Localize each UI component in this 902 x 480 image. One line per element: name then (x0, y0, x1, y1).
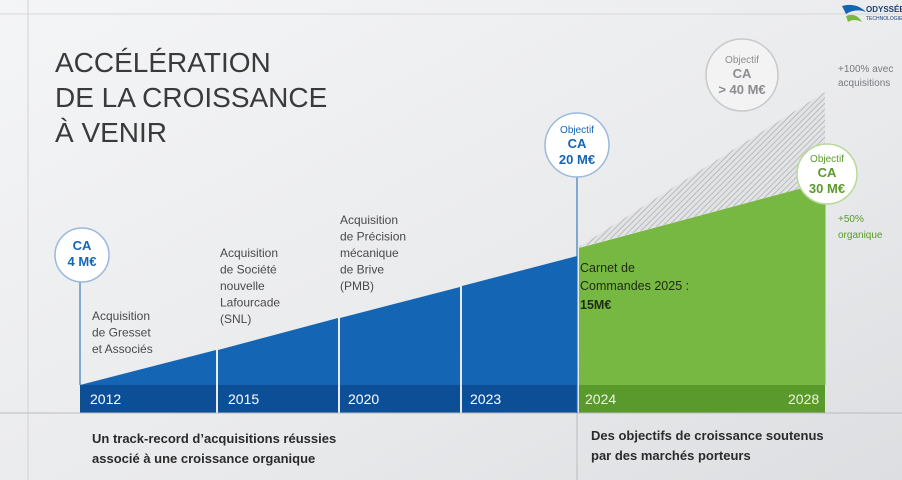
acquisition-note: nouvelle (220, 279, 265, 293)
bubble-text: Objectif (725, 55, 759, 66)
year-label: 2020 (348, 391, 379, 407)
acquisition-note: et Associés (92, 342, 153, 356)
logo-mark (846, 14, 862, 22)
acquisition-note: de Société (220, 263, 277, 277)
acquisition-note: mécanique (340, 246, 399, 260)
acquisition-growth-area (577, 92, 825, 248)
backlog-note: Commandes 2025 : (580, 279, 689, 293)
bubble-text: CA (733, 66, 752, 81)
acquisition-note: Lafourcade (220, 296, 280, 310)
year-band (462, 385, 577, 413)
growth-note: organique (838, 230, 883, 241)
growth-note: +100% avec (838, 64, 893, 75)
bubble-text: CA (568, 136, 587, 151)
title-line: À VENIR (55, 117, 167, 148)
bubble-text: CA (73, 238, 92, 253)
year-label: 2028 (788, 391, 819, 407)
history-segment (462, 256, 577, 413)
bubble-text: 30 M€ (809, 181, 845, 196)
growth-note: acquisitions (838, 78, 890, 89)
year-label: 2023 (470, 391, 501, 407)
acquisition-note: Acquisition (92, 309, 150, 323)
bubble-text: > 40 M€ (718, 82, 765, 97)
acquisition-note: Acquisition (220, 246, 278, 260)
footer-text: Des objectifs de croissance soutenus (591, 428, 824, 443)
bubble-text: 4 M€ (68, 254, 97, 269)
bubble-text: Objectif (560, 125, 594, 136)
bubble-text: Objectif (810, 154, 844, 165)
year-label: 2024 (585, 391, 616, 407)
logo-subtitle: TECHNOLOGIES (866, 16, 902, 22)
bubble (705, 38, 779, 112)
year-label: 2012 (90, 391, 121, 407)
logo-name: ODYSSÉE (866, 5, 902, 14)
acquisition-note: de Brive (340, 263, 384, 277)
backlog-note: Carnet de (580, 261, 635, 275)
year-band (218, 385, 338, 413)
bubble (796, 143, 858, 205)
title-line: DE LA CROISSANCE (55, 82, 327, 113)
year-band (340, 385, 460, 413)
year-band (579, 385, 825, 413)
backlog-note: 15M€ (580, 298, 611, 312)
bubble (54, 227, 110, 283)
footer-text: Un track-record d’acquisitions réussies (92, 431, 336, 446)
acquisition-note: de Gresset (92, 326, 151, 340)
year-band (80, 385, 216, 413)
footer-text: associé à une croissance organique (92, 451, 315, 466)
acquisition-note: (PMB) (340, 279, 374, 293)
acquisition-note: (SNL) (220, 312, 251, 326)
acquisition-note: de Précision (340, 230, 406, 244)
bubble-text: 20 M€ (559, 152, 595, 167)
title-line: ACCÉLÉRATION (55, 47, 271, 78)
history-segment (340, 287, 460, 413)
growth-note: +50% (838, 214, 864, 225)
target-area (579, 182, 825, 413)
acquisition-note: Acquisition (340, 213, 398, 227)
footer-text: par des marchés porteurs (591, 448, 751, 463)
year-label: 2015 (228, 391, 259, 407)
bubble (544, 112, 610, 178)
bubble-text: CA (818, 165, 837, 180)
logo-mark (842, 4, 866, 14)
